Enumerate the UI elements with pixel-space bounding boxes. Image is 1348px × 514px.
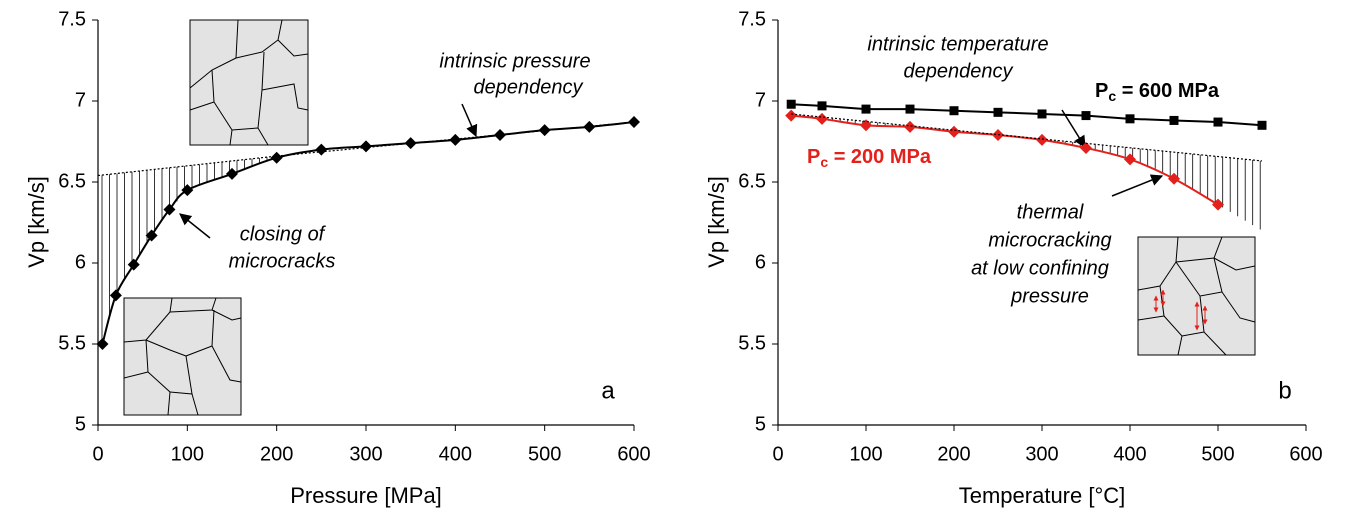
y-tick-label: 6 [755, 251, 766, 273]
arrow [179, 213, 211, 239]
y-tick-label: 7 [75, 89, 86, 111]
x-tick-label: 300 [349, 443, 382, 465]
y-tick-label: 6 [75, 251, 86, 273]
data-point [861, 104, 871, 114]
annotation: dependency [474, 76, 584, 98]
annotation: pressure [1010, 285, 1089, 307]
x-tick-label: 100 [171, 443, 204, 465]
annotation: intrinsic temperature [867, 33, 1048, 55]
x-tick-label: 600 [1289, 443, 1322, 465]
data-point [1213, 117, 1223, 127]
data-point [1125, 114, 1135, 124]
data-point [628, 116, 640, 129]
data-point [992, 129, 1004, 142]
data-point [360, 140, 372, 153]
data-point [1080, 141, 1092, 154]
series-line [791, 113, 1263, 162]
data-point [817, 101, 827, 111]
arrow [1061, 109, 1086, 149]
x-tick-label: 0 [92, 443, 103, 465]
annotation: closing of [240, 223, 327, 245]
microstructure-inset [189, 19, 309, 146]
series-label: Pc = 200 MPa [807, 146, 932, 169]
data-point [145, 229, 158, 242]
y-tick-label: 7.5 [738, 8, 766, 30]
y-tick-label: 5.5 [738, 332, 766, 354]
data-point [1169, 115, 1179, 125]
data-point [1081, 111, 1091, 121]
data-point [1257, 120, 1267, 130]
data-point [993, 107, 1003, 117]
y-tick-label: 5 [755, 413, 766, 435]
data-point [404, 137, 417, 150]
label-part: = 200 MPa [828, 146, 932, 168]
label-subscript: c [820, 154, 828, 170]
data-point [1124, 153, 1136, 166]
data-point [948, 125, 960, 138]
panel-label: b [1278, 377, 1291, 404]
annotation: microcracking [988, 229, 1111, 251]
microstructure-inset [123, 297, 242, 416]
label-part: = 600 MPa [1116, 80, 1220, 102]
arrow [1111, 174, 1164, 197]
data-point [786, 99, 796, 109]
label-part: P [1095, 80, 1108, 102]
data-point [583, 120, 596, 133]
microstructure-inset [1137, 236, 1256, 356]
data-point [1168, 172, 1180, 185]
x-tick-label: 200 [260, 443, 293, 465]
annotation: intrinsic pressure [439, 50, 590, 72]
y-tick-label: 7 [755, 89, 766, 111]
series-line [101, 121, 635, 345]
annotation: microcracks [229, 250, 336, 272]
x-tick-label: 400 [1113, 443, 1146, 465]
data-point [127, 258, 140, 271]
x-tick-label: 600 [617, 443, 650, 465]
x-tick-label: 100 [849, 443, 882, 465]
data-point [315, 143, 328, 156]
data-point [449, 133, 462, 146]
data-point [226, 167, 238, 180]
data-point [270, 151, 283, 164]
annotation: at low confining [971, 257, 1109, 279]
data-point [904, 120, 916, 133]
x-tick-label: 300 [1025, 443, 1058, 465]
data-point [1212, 198, 1224, 211]
data-point [860, 119, 872, 132]
series-label: Pc = 600 MPa [1095, 80, 1220, 103]
y-tick-label: 5 [75, 413, 86, 435]
y-tick-label: 5.5 [58, 332, 86, 354]
y-axis-label: Vp [km/s] [704, 176, 729, 268]
x-axis-label: Temperature [°C] [959, 483, 1126, 508]
x-tick-label: 500 [528, 443, 561, 465]
y-axis-label: Vp [km/s] [24, 176, 49, 268]
y-tick-label: 6.5 [738, 170, 766, 192]
data-point [905, 104, 915, 114]
data-point [96, 338, 109, 350]
series-line [791, 103, 1263, 127]
data-point [1036, 133, 1048, 146]
data-point [785, 109, 798, 122]
x-axis-label: Pressure [MPa] [290, 483, 442, 508]
data-point [163, 203, 176, 216]
data-point [1037, 109, 1047, 119]
data-point [109, 289, 122, 302]
annotation: thermal [1017, 201, 1084, 223]
y-tick-label: 7.5 [58, 8, 86, 30]
label-part: P [807, 146, 820, 168]
annotation: dependency [904, 60, 1014, 82]
y-tick-label: 6.5 [58, 170, 86, 192]
x-tick-label: 400 [439, 443, 472, 465]
x-tick-label: 200 [937, 443, 970, 465]
label-subscript: c [1108, 88, 1116, 104]
x-tick-label: 0 [772, 443, 783, 465]
data-point [949, 106, 959, 116]
arrow [461, 103, 478, 138]
panel-label: a [601, 377, 615, 404]
data-point [181, 184, 194, 197]
data-point [816, 112, 828, 125]
x-tick-label: 500 [1201, 443, 1234, 465]
